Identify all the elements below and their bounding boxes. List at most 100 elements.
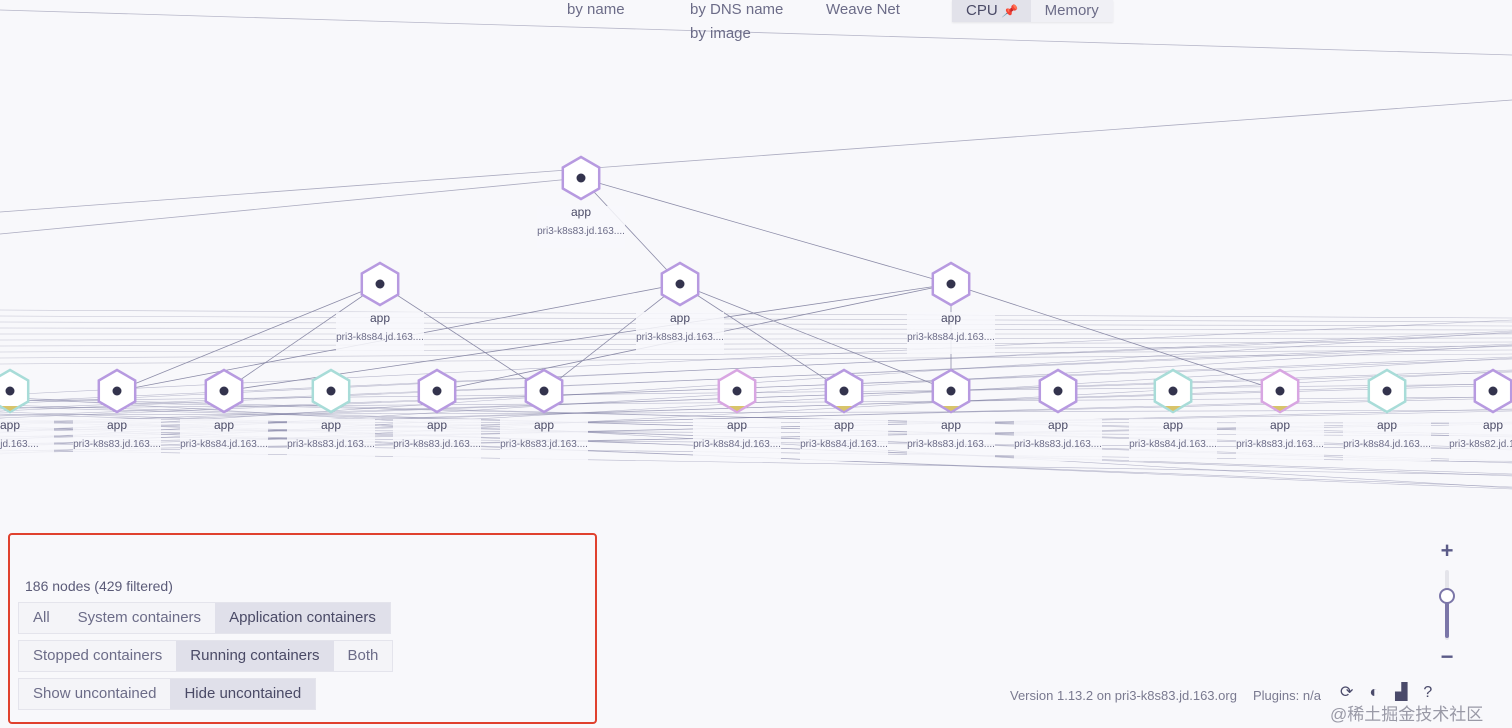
refresh-icon[interactable]: ⟳ xyxy=(1340,684,1354,701)
edge xyxy=(223,283,952,392)
node-sublabel: pri3-k8s83.jd.163.... xyxy=(636,332,724,343)
filter-option-running-containers[interactable]: Running containers xyxy=(176,641,334,671)
edge xyxy=(0,327,1512,331)
node-sublabel: pri3-k8s84.jd.163.... xyxy=(336,332,424,343)
zoom-control: + − xyxy=(1432,538,1462,670)
node[interactable]: app pri3-k8s84.jd.163.... xyxy=(693,368,781,461)
edge xyxy=(0,319,1512,396)
filter-option-hide-uncontained[interactable]: Hide uncontained xyxy=(170,679,316,709)
node[interactable]: app pri3-k8s84.jd.163.... xyxy=(907,261,995,354)
node[interactable]: app pri3-k8s84.jd.163.... xyxy=(336,261,424,354)
topology-option-by-dns-name[interactable]: by DNS name xyxy=(690,1,784,18)
edge xyxy=(0,177,582,235)
edge xyxy=(0,330,1512,405)
label-background xyxy=(1014,419,1102,461)
metric-cpu-button[interactable]: CPU 📌 xyxy=(952,0,1031,22)
troubleshoot-icon[interactable]: ▟ xyxy=(1395,684,1408,701)
metric-memory-button[interactable]: Memory xyxy=(1044,2,1099,19)
node[interactable]: app pri3-k8s83.jd.163.... xyxy=(1014,368,1102,461)
node-label: app xyxy=(107,418,127,432)
node-dot-icon xyxy=(675,279,685,289)
zoom-slider-fill xyxy=(1445,598,1449,638)
node[interactable]: app s84.jd.163.... xyxy=(0,368,54,461)
edge xyxy=(679,283,845,392)
label-background xyxy=(1449,419,1512,461)
filter-option-both[interactable]: Both xyxy=(347,647,379,664)
node[interactable]: app pri3-k8s83.jd.163.... xyxy=(907,368,995,461)
edge xyxy=(543,283,681,392)
edge xyxy=(0,9,1512,56)
metric-fill xyxy=(1165,406,1181,411)
topology-option-by-name[interactable]: by name xyxy=(567,1,625,18)
node[interactable]: app pri3-k8s83.jd.163.... xyxy=(73,368,161,461)
contrast-icon[interactable]: ◐ xyxy=(1369,684,1380,701)
label-background xyxy=(907,419,995,461)
node-label: app xyxy=(941,418,961,432)
filter-group-3: Show uncontained Hide uncontained xyxy=(19,679,316,709)
filter-option-show-uncontained[interactable]: Show uncontained xyxy=(33,685,157,702)
node-label: app xyxy=(834,418,854,432)
node-dot-icon xyxy=(432,386,442,396)
footer-tools: ⟳ ◐ ▟ ? xyxy=(1340,684,1432,702)
node-label: app xyxy=(534,418,554,432)
node-sublabel: pri3-k8s84.jd.163.... xyxy=(1343,439,1431,450)
filter-group-2: Stopped containers Running containers Both xyxy=(19,641,393,671)
edge xyxy=(379,283,545,392)
label-background xyxy=(907,312,995,354)
node-sublabel: pri3-k8s83.jd.163.... xyxy=(907,439,995,450)
node[interactable]: app pri3-k8s84.jd.163.... xyxy=(1129,368,1217,461)
node-label: app xyxy=(727,418,747,432)
node-label: app xyxy=(427,418,447,432)
version-info: Version 1.13.2 on pri3-k8s83.jd.163.org xyxy=(1010,688,1237,703)
node-label: app xyxy=(670,311,690,325)
label-background xyxy=(800,419,888,461)
node[interactable]: app pri3-k8s84.jd.163.... xyxy=(1343,368,1431,461)
label-background xyxy=(180,419,268,461)
edge xyxy=(0,99,1512,213)
topology-option-by-image[interactable]: by image xyxy=(690,25,751,42)
node[interactable]: app pri3-k8s83.jd.163.... xyxy=(537,155,625,248)
node[interactable]: app pri3-k8s83.jd.163.... xyxy=(636,261,724,354)
node-sublabel: pri3-k8s84.jd.163.... xyxy=(907,332,995,343)
node-dot-icon xyxy=(946,279,956,289)
node[interactable]: app pri3-k8s83.jd.163.... xyxy=(500,368,588,461)
zoom-slider-handle[interactable] xyxy=(1439,588,1455,604)
label-background xyxy=(636,312,724,354)
metric-fill xyxy=(1272,406,1288,411)
node-dot-icon xyxy=(576,173,586,183)
node[interactable]: app pri3-k8s83.jd.163.... xyxy=(1236,368,1324,461)
node-sublabel: pri3-k8s83.jd.163.... xyxy=(287,439,375,450)
node-sublabel: pri3-k8s83.jd.163.... xyxy=(500,439,588,450)
node-dot-icon xyxy=(1382,386,1392,396)
edge xyxy=(223,283,381,392)
node[interactable]: app pri3-k8s84.jd.163.... xyxy=(800,368,888,461)
filter-option-all[interactable]: All xyxy=(33,609,50,626)
label-background xyxy=(1236,419,1324,461)
filter-option-application-containers[interactable]: Application containers xyxy=(215,603,390,633)
help-icon[interactable]: ? xyxy=(1423,684,1433,701)
node-sublabel: pri3-k8s84.jd.163.... xyxy=(800,439,888,450)
label-background xyxy=(336,312,424,354)
node-label: app xyxy=(1048,418,1068,432)
node-dot-icon xyxy=(1168,386,1178,396)
topology-option-weave-net[interactable]: Weave Net xyxy=(826,1,900,18)
zoom-out-button[interactable]: − xyxy=(1440,644,1454,669)
node-sublabel: pri3-k8s83.jd.163.... xyxy=(537,226,625,237)
node-sublabel: pri3-k8s83.jd.163.... xyxy=(73,439,161,450)
node[interactable]: app pri3-k8s83.jd.163.... xyxy=(287,368,375,461)
node[interactable]: app pri3-k8s84.jd.163.... xyxy=(180,368,268,461)
filter-group-1: All System containers Application containe… xyxy=(19,603,390,633)
edge xyxy=(0,345,1512,353)
node[interactable]: app pri3-k8s82.jd.163.... xyxy=(1449,368,1512,461)
filter-option-system-containers[interactable]: System containers xyxy=(77,609,202,626)
edge xyxy=(0,409,1512,416)
zoom-in-button[interactable]: + xyxy=(1440,538,1454,563)
label-background xyxy=(537,206,625,248)
filter-option-stopped-containers[interactable]: Stopped containers xyxy=(33,647,163,664)
node-dot-icon xyxy=(946,386,956,396)
node-label: app xyxy=(370,311,390,325)
edge xyxy=(0,341,1512,347)
node-dot-icon xyxy=(539,386,549,396)
node[interactable]: app pri3-k8s83.jd.163.... xyxy=(393,368,481,461)
